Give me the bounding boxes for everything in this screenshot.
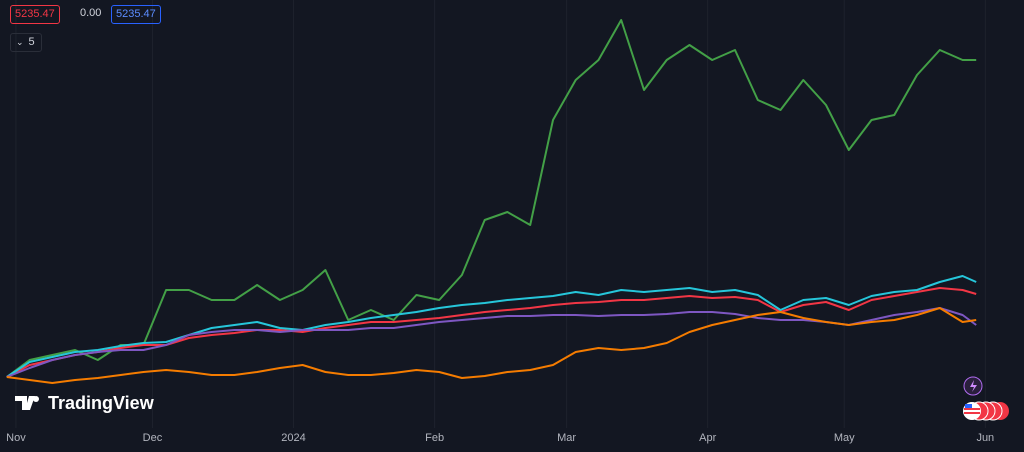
price-label: 5235.47 <box>10 5 60 24</box>
x-tick-label: 2024 <box>281 432 305 444</box>
series-toggle[interactable]: ⌄ 5 <box>10 33 42 52</box>
x-tick-label: Mar <box>557 432 576 444</box>
x-tick-label: Jun <box>976 432 994 444</box>
icon-bolt <box>970 380 977 392</box>
x-tick-label: Feb <box>425 432 444 444</box>
x-axis-strip <box>0 428 1024 452</box>
price-label: 5235.47 <box>111 5 161 24</box>
flags[interactable] <box>963 401 1009 421</box>
x-tick-label: Dec <box>143 432 163 444</box>
price-label: 0.00 <box>80 7 102 19</box>
x-tick-label: Apr <box>699 432 716 444</box>
x-tick-label: May <box>834 432 855 444</box>
watermark: TradingView <box>48 393 155 413</box>
x-tick-label: Nov <box>6 432 26 444</box>
series-line <box>6 275 977 378</box>
series-count: 5 <box>28 36 35 48</box>
logo <box>15 396 39 410</box>
series-line <box>6 19 977 378</box>
series-line <box>6 307 977 384</box>
